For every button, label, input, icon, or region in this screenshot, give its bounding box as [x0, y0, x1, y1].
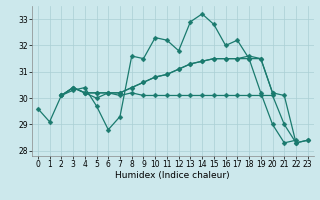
X-axis label: Humidex (Indice chaleur): Humidex (Indice chaleur) — [116, 171, 230, 180]
